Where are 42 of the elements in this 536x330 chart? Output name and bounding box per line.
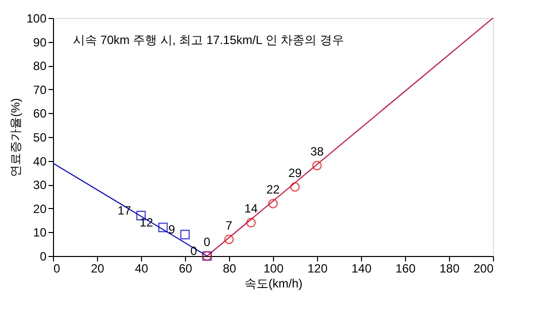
y-tick-label: 60	[33, 106, 47, 121]
x-tick-label: 0	[54, 262, 60, 276]
y-tick-label: 30	[33, 178, 47, 192]
x-tick-label: 100	[263, 262, 284, 276]
data-label: 22	[266, 182, 280, 197]
x-axis-title: 속도(km/h)	[244, 276, 302, 290]
y-axis-title: 연료증가율(%)	[8, 98, 22, 177]
data-label: 17	[118, 204, 132, 218]
point	[312, 160, 322, 170]
y-tick-label: 50	[33, 130, 47, 144]
x-tick-label: 180	[439, 262, 460, 276]
data-label: 0	[204, 235, 211, 249]
y-tick-label: 0	[40, 250, 47, 264]
x-tick-label: 160	[395, 262, 416, 276]
data-label: 0	[190, 244, 198, 258]
x-tick-label: 20	[90, 262, 104, 276]
x-tick-label: 80	[222, 262, 236, 276]
point	[180, 230, 190, 240]
y-tick-label: 10	[33, 226, 47, 240]
data-label: 14	[244, 202, 258, 216]
y-tick-label: 100	[26, 12, 47, 26]
data-label: 7	[226, 218, 233, 232]
x-tick-label: 140	[351, 262, 372, 276]
y-tick-label: 90	[33, 35, 47, 50]
point	[290, 182, 300, 192]
data-label: 9	[168, 222, 176, 237]
point	[246, 218, 256, 228]
x-tick-label: 120	[307, 262, 328, 276]
y-tick-label: 80	[33, 59, 47, 74]
x-tick-label: 60	[178, 262, 192, 276]
y-tick-label: 40	[33, 154, 47, 168]
point	[224, 234, 234, 244]
point	[158, 222, 168, 232]
data-label: 29	[288, 166, 302, 180]
data-label: 12	[140, 215, 154, 230]
annotation: 시속 70km 주행 시, 최고 17.15km/L 인 차종의 경우	[73, 33, 344, 47]
point	[268, 198, 278, 208]
x-tick-label: 200	[473, 262, 494, 276]
x-tick-label: 40	[134, 262, 148, 276]
data-label: 38	[310, 144, 324, 159]
y-tick-label: 20	[33, 202, 47, 216]
y-tick-label: 70	[33, 82, 47, 97]
